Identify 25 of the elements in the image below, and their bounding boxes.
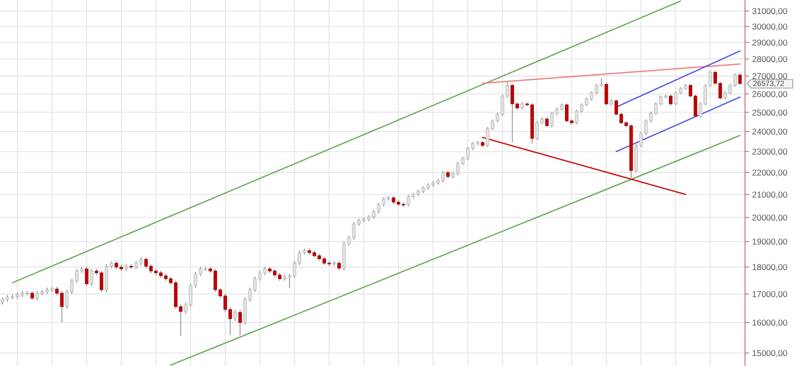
candlestick <box>604 82 608 106</box>
candlestick <box>738 73 742 86</box>
y-tick-label: 24000,00 <box>752 126 788 137</box>
candlestick <box>84 266 88 286</box>
y-tick-label: 26000,00 <box>752 88 788 99</box>
y-tick-label: 18000,00 <box>752 262 788 272</box>
y-tick-label: 15000,00 <box>752 348 788 358</box>
candlestick <box>30 290 34 301</box>
y-tick-label: 21000,00 <box>752 189 788 200</box>
y-tick-label: 28000,00 <box>752 54 788 64</box>
y-tick-label: 29000,00 <box>752 37 788 48</box>
y-tick-label: 17000,00 <box>752 288 788 299</box>
y-tick-label: 22000,00 <box>752 167 788 178</box>
y-tick-label: 19000,00 <box>752 236 788 247</box>
y-tick-label: 30000,00 <box>752 21 788 32</box>
y-tick-label: 16000,00 <box>752 318 788 328</box>
candlestick <box>668 94 672 106</box>
candlestick <box>238 310 242 336</box>
candlestick <box>337 260 341 271</box>
y-tick-label: 25000,00 <box>752 107 788 118</box>
y-tick-label: 27000,00 <box>752 71 788 82</box>
y-tick-label: 20000,00 <box>752 212 788 222</box>
y-tick-label: 23000,00 <box>752 146 788 157</box>
y-tick-label: 31000,00 <box>752 6 788 16</box>
candlestick <box>545 117 549 128</box>
